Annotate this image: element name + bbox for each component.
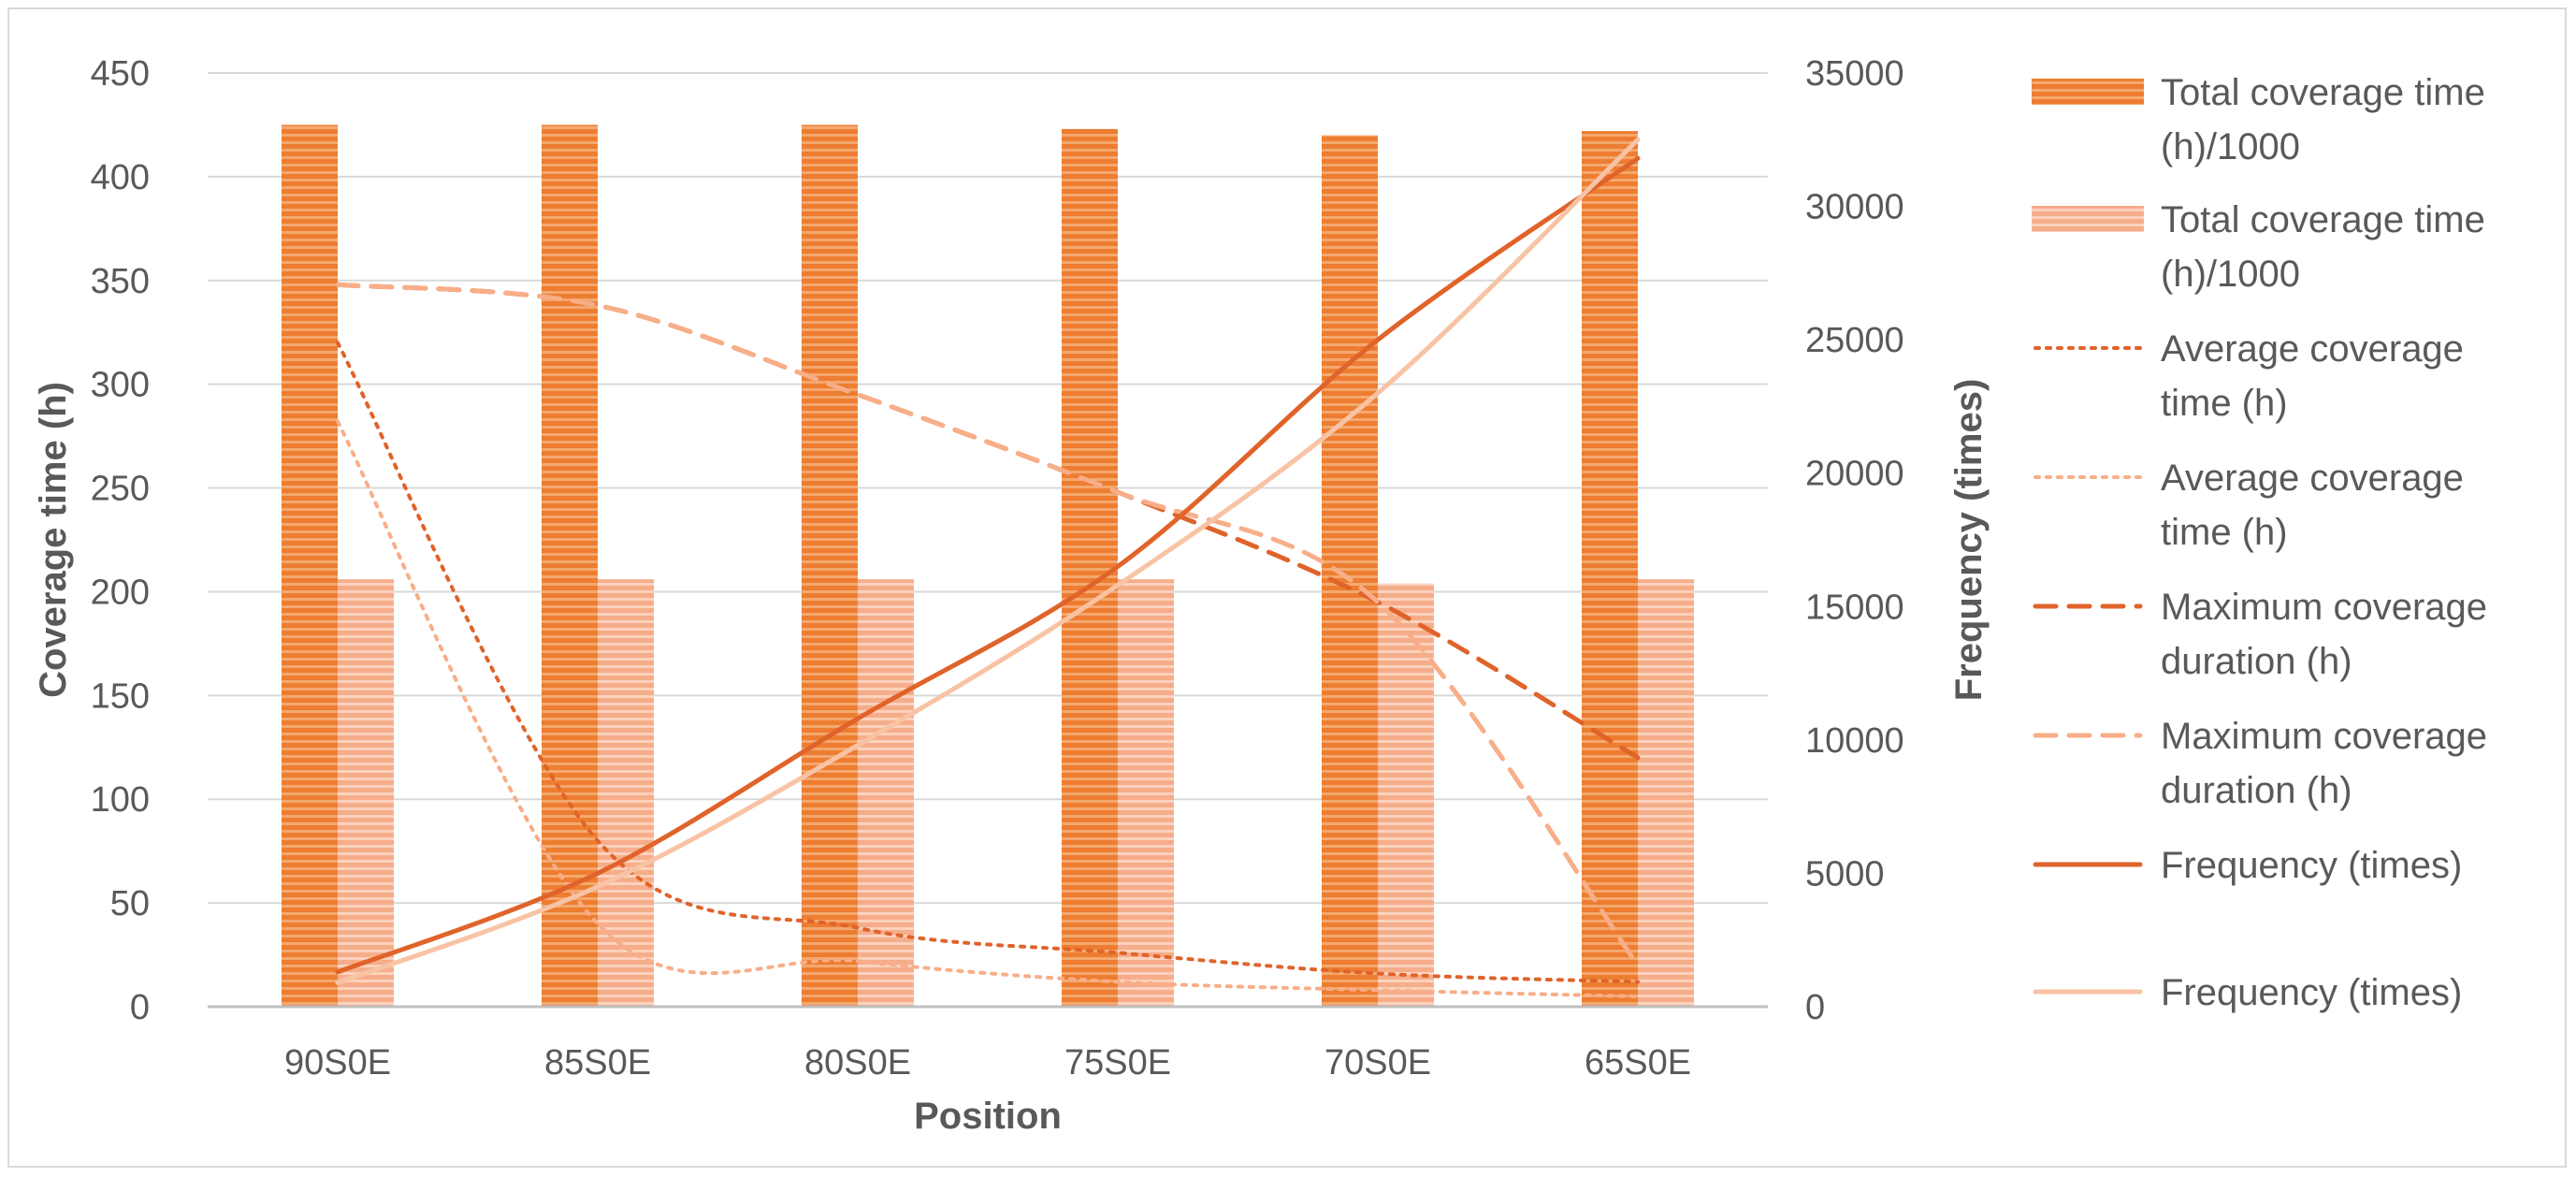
y-tick-label: 400 <box>91 158 150 197</box>
legend-swatch <box>2032 79 2144 105</box>
chart-frame: 0 50 100 150 200 250 300 350 400 450 0 5000 10000 150… <box>7 7 2567 1168</box>
x-tick-label: 75S0E <box>1064 1043 1171 1083</box>
line-series-4 <box>335 282 1641 968</box>
legend-label: Maximum coverage <box>2161 587 2487 628</box>
bar-1-75S0E <box>1062 128 1118 1007</box>
y-tick-label: 150 <box>91 676 150 716</box>
y2-tick-label: 25000 <box>1805 321 1904 360</box>
bar-2-75S0E <box>1118 579 1174 1007</box>
legend-label: (h)/1000 <box>2161 254 2300 295</box>
line-series-6 <box>335 137 1641 985</box>
line-series-3 <box>335 282 1641 761</box>
legend-entry-8: Frequency (times) <box>2033 972 2462 1013</box>
bar-1-90S0E <box>282 124 338 1007</box>
bar-1-80S0E <box>802 124 858 1007</box>
legend-entry-5: Maximum coverage duration (h) <box>2033 587 2487 682</box>
y-tick-label: 0 <box>130 988 150 1027</box>
legend-entry-1: Total coverage time (h)/1000 <box>2032 72 2485 167</box>
y2-tick-label: 15000 <box>1805 588 1904 627</box>
legend-label: Average coverage <box>2161 328 2464 370</box>
line-series-1 <box>336 341 1640 984</box>
chart-svg: 0 50 100 150 200 250 300 350 400 450 0 5000 10000 150… <box>33 54 2487 1137</box>
series-lines <box>335 137 1641 998</box>
legend-label: Frequency (times) <box>2161 845 2462 886</box>
legend-label: Average coverage <box>2161 458 2464 499</box>
legend-label: Maximum coverage <box>2161 716 2487 757</box>
y-tick-label: 450 <box>91 54 150 94</box>
y2-tick-label: 0 <box>1805 988 1825 1027</box>
legend-entry-3: Average coverage time (h) <box>2033 328 2464 424</box>
axes: 0 50 100 150 200 250 300 350 400 450 0 5000 10000 150… <box>33 54 1990 1137</box>
legend-entry-7: Frequency (times) <box>2033 845 2462 886</box>
y-tick-label: 250 <box>91 470 150 509</box>
bar-2-90S0E <box>338 579 394 1007</box>
y2-tick-label: 20000 <box>1805 455 1904 494</box>
y-tick-label: 50 <box>110 884 150 923</box>
y-tick-label: 100 <box>91 780 150 820</box>
legend-label: Frequency (times) <box>2161 972 2462 1013</box>
y2-tick-label: 5000 <box>1805 854 1885 894</box>
line-series-5 <box>335 155 1641 975</box>
y2-tick-label: 35000 <box>1805 54 1904 94</box>
legend-swatch <box>2032 206 2144 232</box>
x-tick-label: 85S0E <box>544 1043 651 1083</box>
bar-2-80S0E <box>858 579 914 1007</box>
x-tick-label: 65S0E <box>1585 1043 1691 1083</box>
legend-label: (h)/1000 <box>2161 126 2300 167</box>
x-tick-label: 80S0E <box>804 1043 911 1083</box>
legend-label: Total coverage time <box>2161 199 2485 240</box>
y-tick-label: 350 <box>91 262 150 301</box>
y-tick-label: 300 <box>91 366 150 405</box>
bars <box>282 124 1694 1008</box>
y2-tick-label: 30000 <box>1805 188 1904 227</box>
y-tick-label: 200 <box>91 573 150 612</box>
bar-1-70S0E <box>1322 135 1378 1008</box>
legend-label: time (h) <box>2161 512 2288 553</box>
legend-label: time (h) <box>2161 383 2288 424</box>
bar-1-65S0E <box>1582 131 1638 1007</box>
gridlines <box>208 72 1768 905</box>
bar-2-70S0E <box>1378 583 1434 1007</box>
legend-label: Total coverage time <box>2161 72 2485 113</box>
y-axis-title: Coverage time (h) <box>33 382 74 698</box>
bar-1-85S0E <box>542 124 598 1007</box>
bar-2-65S0E <box>1638 579 1694 1007</box>
y2-tick-label: 10000 <box>1805 721 1904 761</box>
x-tick-label: 70S0E <box>1324 1043 1431 1083</box>
legend-entry-4: Average coverage time (h) <box>2033 458 2464 553</box>
bar-2-85S0E <box>598 579 654 1007</box>
x-axis-title: Position <box>914 1096 1062 1137</box>
line-series-2 <box>336 419 1640 998</box>
x-tick-label: 90S0E <box>284 1043 391 1083</box>
legend-entry-6: Maximum coverage duration (h) <box>2033 716 2487 811</box>
y2-axis-title: Frequency (times) <box>1948 379 1990 702</box>
legend-label: duration (h) <box>2161 641 2352 682</box>
legend-label: duration (h) <box>2161 770 2352 811</box>
legend-entry-2: Total coverage time (h)/1000 <box>2032 199 2485 295</box>
